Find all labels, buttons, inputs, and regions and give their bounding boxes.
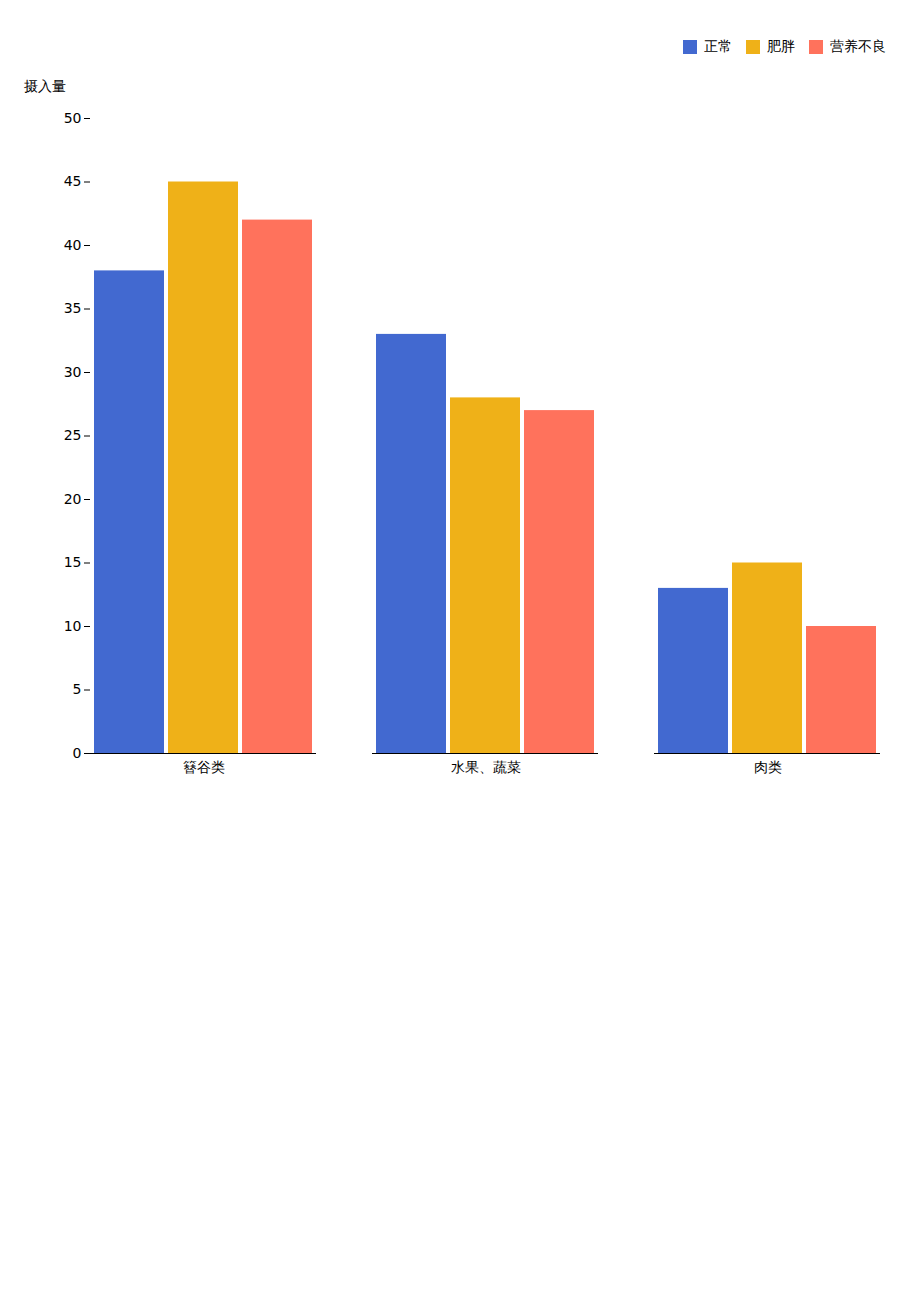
- svg-text:10: 10: [63, 618, 81, 634]
- html-text:营养不良: 营养不良: [829, 37, 886, 54]
- svg-text:30: 30: [63, 364, 81, 380]
- svg-text:40: 40: [63, 237, 81, 253]
- svg-text:5: 5: [72, 681, 81, 697]
- svg-text:0: 0: [72, 745, 81, 761]
- svg-text:摄入量: 摄入量: [23, 78, 65, 94]
- html-text:肥胖: 肥胖: [766, 37, 795, 54]
- svg-text:15: 15: [63, 554, 81, 570]
- svg-text:35: 35: [63, 300, 81, 316]
- svg-text:水果、蔬菜: 水果、蔬菜: [450, 759, 520, 775]
- svg-text:45: 45: [63, 173, 81, 189]
- svg-text:簮谷类: 簮谷类: [182, 759, 224, 775]
- svg-text:20: 20: [63, 491, 81, 507]
- html-text:正常: 正常: [703, 37, 732, 54]
- svg-text:肉类: 肉类: [753, 759, 781, 775]
- svg-text:50: 50: [63, 110, 81, 126]
- svg-text:25: 25: [63, 427, 81, 443]
